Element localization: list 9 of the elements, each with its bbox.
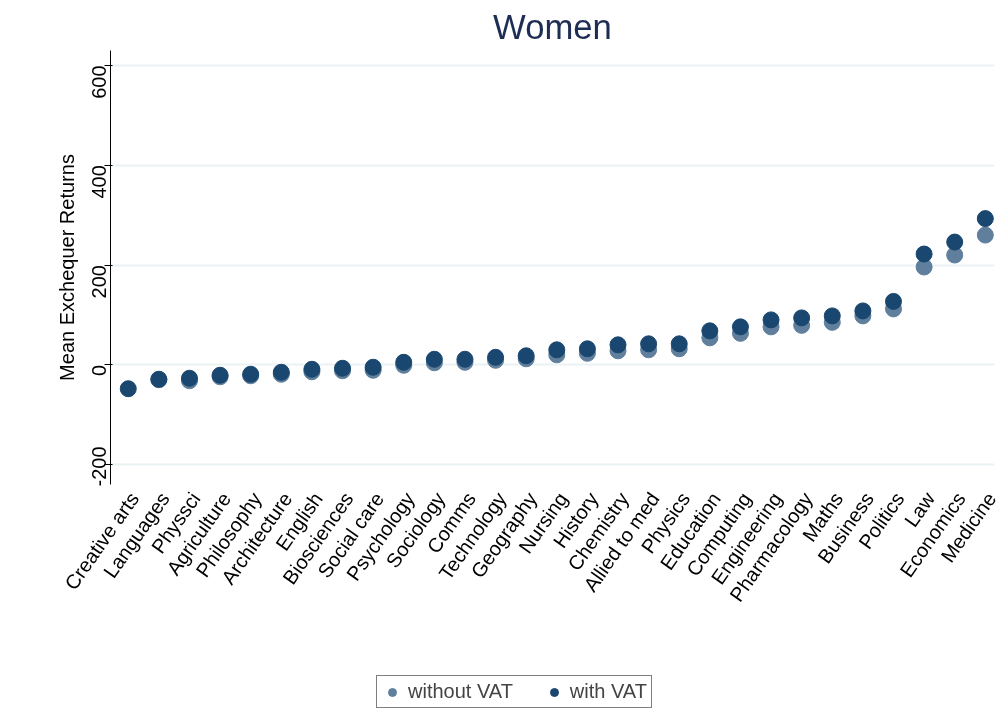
y-tick-label: 400 bbox=[88, 165, 111, 199]
y-tick-label: 200 bbox=[88, 265, 111, 299]
legend-label: with VAT bbox=[569, 680, 647, 703]
chart-title: Women bbox=[493, 7, 612, 46]
y-tick-label: 0 bbox=[88, 364, 111, 376]
y-axis-title: Mean Exchequer Returns bbox=[55, 154, 78, 381]
y-tick-label: -200 bbox=[88, 446, 111, 487]
y-tick-label: 600 bbox=[88, 65, 111, 99]
legend-label: without VAT bbox=[408, 680, 513, 703]
